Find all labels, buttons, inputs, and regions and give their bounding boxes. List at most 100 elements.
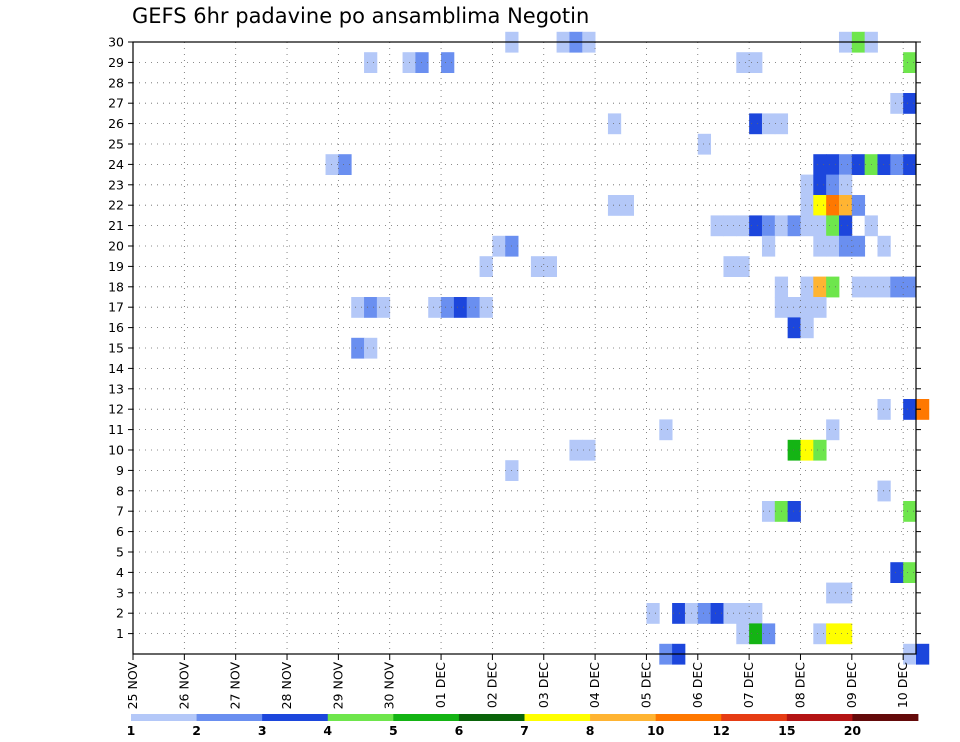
legend-label: 3: [258, 723, 267, 738]
heatmap-cell: [428, 297, 442, 318]
heatmap-cell: [826, 235, 840, 257]
heatmap-cell: [364, 52, 378, 73]
heatmap-cell: [838, 195, 853, 216]
heatmap-cell: [441, 52, 455, 73]
heatmap-cell: [813, 297, 827, 318]
y-tick-label: 18: [108, 279, 124, 294]
heatmap-cell: [736, 256, 750, 277]
x-tick-label: 08 DEC: [792, 662, 807, 708]
legend-swatch: [458, 714, 525, 721]
legend-label: 7: [520, 723, 529, 738]
y-tick-label: 17: [108, 300, 124, 315]
heatmap-cell: [877, 235, 891, 257]
y-tick-label: 3: [116, 585, 124, 600]
x-tick-label: 07 DEC: [741, 662, 756, 708]
heatmap-cell: [813, 154, 827, 175]
x-tick-label: 10 DEC: [895, 662, 910, 708]
heatmap-cell: [800, 195, 814, 216]
heatmap-cell: [761, 501, 776, 522]
y-tick-label: 28: [108, 75, 124, 90]
y-tick-label: 29: [108, 55, 124, 70]
heatmap-cell: [736, 623, 750, 645]
heatmap-cell: [530, 256, 545, 277]
heatmap-cell: [749, 603, 763, 624]
heatmap-cell: [838, 623, 853, 645]
heatmap-cell: [466, 297, 480, 318]
legend-swatch: [131, 714, 197, 721]
y-tick-label: 19: [108, 259, 124, 274]
x-tick-label: 02 DEC: [484, 662, 499, 708]
heatmap-cell: [325, 154, 339, 175]
heatmap-cell: [351, 297, 365, 318]
y-tick-label: 16: [108, 320, 124, 335]
y-tick-label: 7: [116, 504, 124, 519]
y-tick-label: 27: [108, 96, 124, 111]
heatmap-cell: [877, 399, 891, 420]
y-tick-label: 30: [108, 35, 124, 50]
heatmap-cell: [749, 113, 763, 135]
heatmap-cell: [415, 52, 429, 73]
x-tick-label: 06 DEC: [690, 662, 705, 708]
y-tick-label: 4: [116, 565, 124, 580]
legend-swatch: [786, 714, 853, 721]
heatmap-cell: [761, 113, 776, 135]
heatmap-cell: [787, 501, 801, 522]
heatmap-cell: [761, 235, 776, 257]
heatmap-cell: [582, 439, 596, 461]
heatmap-cell: [826, 174, 840, 196]
heatmap-cell: [646, 603, 660, 624]
heatmap-cell: [826, 195, 840, 216]
y-tick-label: 6: [116, 524, 124, 539]
y-tick-label: 13: [108, 381, 124, 396]
heatmap-cell: [916, 399, 930, 420]
legend-swatch: [852, 714, 919, 721]
heatmap-cell: [838, 174, 853, 196]
legend-label: 5: [389, 723, 398, 738]
legend-label: 8: [586, 723, 595, 738]
heatmap-cell: [787, 215, 801, 237]
heatmap-cell: [441, 297, 455, 318]
legend-label: 10: [647, 723, 665, 738]
heatmap-cell: [800, 215, 814, 237]
legend-swatch: [393, 714, 460, 721]
heatmap-cell: [376, 297, 391, 318]
heatmap-cell: [736, 603, 750, 624]
heatmap-cell: [479, 256, 493, 277]
y-tick-label: 1: [116, 626, 124, 641]
y-tick-label: 22: [108, 198, 124, 213]
y-tick-label: 2: [116, 606, 124, 621]
heatmap-cell: [620, 195, 635, 216]
heatmap-cell: [736, 52, 750, 73]
heatmap-cell: [903, 501, 917, 522]
x-tick-label: 28 NOV: [279, 662, 294, 710]
heatmap-cell: [826, 215, 840, 237]
heatmap-cell: [723, 603, 737, 624]
heatmap-cell: [710, 215, 724, 237]
heatmap-cells: [325, 31, 930, 665]
heatmap-cell: [761, 215, 776, 237]
heatmap-cell: [813, 174, 827, 196]
heatmap-cell: [749, 623, 763, 645]
y-tick-label: 11: [108, 422, 124, 437]
heatmap-cell: [903, 52, 917, 73]
heatmap-cell: [903, 154, 917, 175]
x-tick-label: 03 DEC: [536, 662, 551, 708]
heatmap-cell: [453, 297, 468, 318]
heatmap-cell: [903, 276, 917, 298]
heatmap-cell: [800, 276, 814, 298]
heatmap-cell: [697, 133, 712, 155]
legend-label: 15: [778, 723, 795, 738]
heatmap-cell: [826, 154, 840, 175]
y-axis: 1234567891011121314151617181920212223242…: [108, 35, 921, 641]
heatmap-cell: [851, 276, 866, 298]
heatmap-cell: [672, 603, 686, 624]
heatmap-cell: [697, 603, 712, 624]
heatmap-cell: [813, 276, 827, 298]
heatmap-cell: [364, 337, 378, 359]
x-tick-label: 01 DEC: [433, 662, 448, 708]
heatmap-cell: [903, 562, 917, 583]
heatmap-cell: [787, 297, 801, 318]
heatmap-cell: [607, 113, 622, 135]
heatmap-cell: [364, 297, 378, 318]
legend-label: 12: [713, 723, 730, 738]
